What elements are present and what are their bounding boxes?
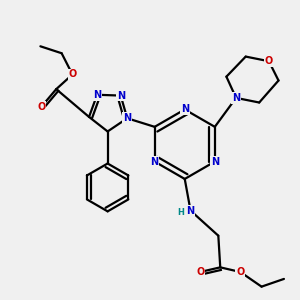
Text: O: O: [265, 56, 273, 66]
Text: N: N: [232, 93, 240, 103]
Text: N: N: [123, 113, 131, 123]
Text: N: N: [181, 104, 189, 115]
Text: O: O: [236, 267, 244, 277]
Text: N: N: [151, 157, 159, 166]
Text: N: N: [93, 90, 101, 100]
Text: O: O: [38, 101, 46, 112]
Text: N: N: [187, 206, 195, 216]
Text: O: O: [196, 267, 204, 277]
Text: N: N: [211, 157, 219, 166]
Text: N: N: [117, 91, 125, 100]
Text: O: O: [68, 70, 76, 80]
Text: H: H: [177, 208, 184, 217]
